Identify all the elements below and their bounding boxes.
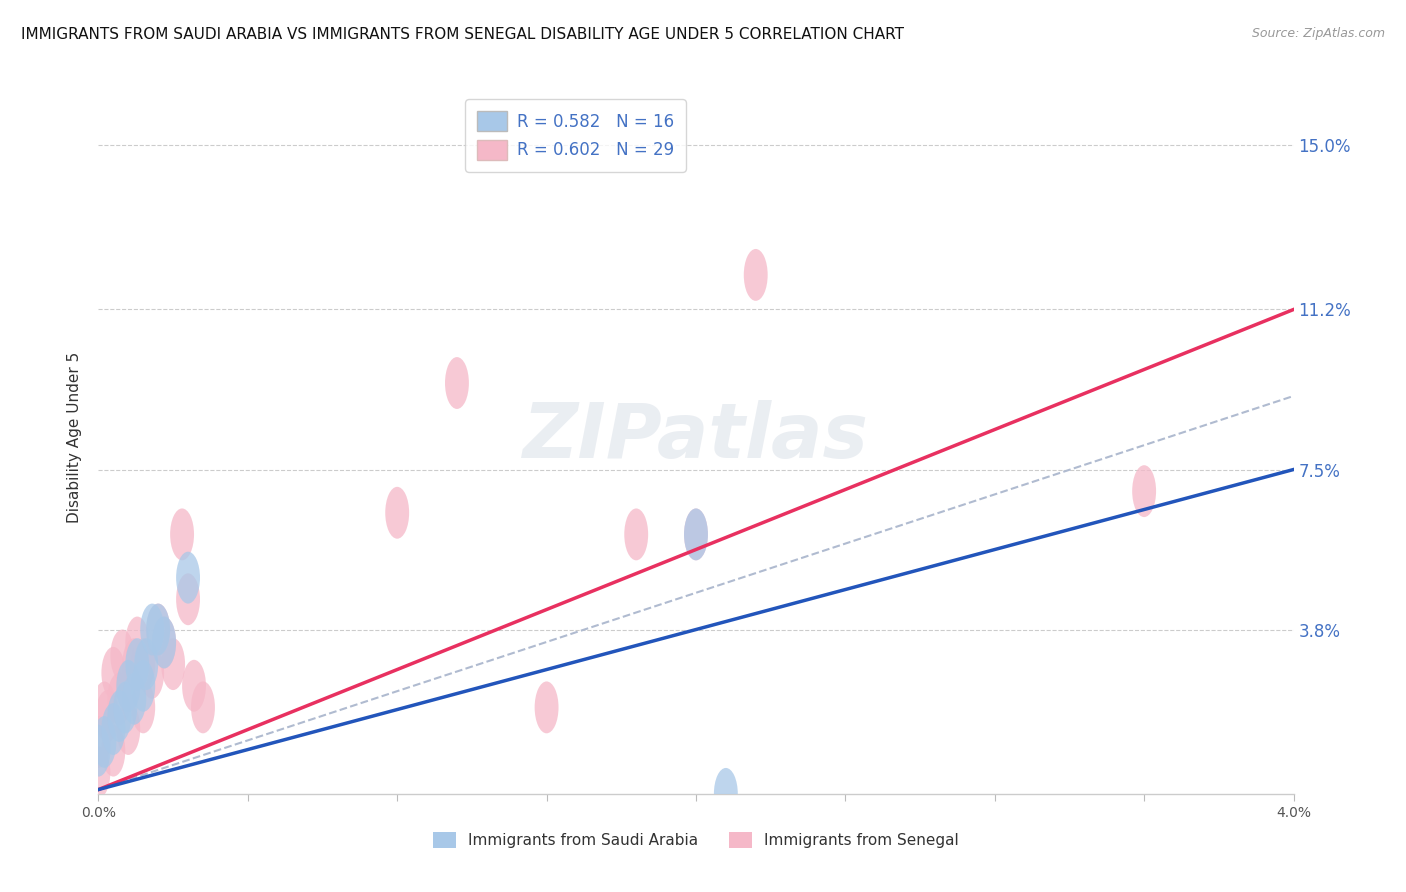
Ellipse shape <box>101 647 125 698</box>
Ellipse shape <box>176 551 200 604</box>
Ellipse shape <box>191 681 215 733</box>
Ellipse shape <box>93 681 117 733</box>
Ellipse shape <box>101 703 125 755</box>
Ellipse shape <box>122 673 146 724</box>
Y-axis label: Disability Age Under 5: Disability Age Under 5 <box>66 351 82 523</box>
Ellipse shape <box>87 724 111 777</box>
Ellipse shape <box>141 647 165 698</box>
Ellipse shape <box>101 724 125 777</box>
Ellipse shape <box>111 630 135 681</box>
Ellipse shape <box>714 768 738 820</box>
Legend: Immigrants from Saudi Arabia, Immigrants from Senegal: Immigrants from Saudi Arabia, Immigrants… <box>427 826 965 854</box>
Ellipse shape <box>744 249 768 301</box>
Ellipse shape <box>122 638 146 690</box>
Ellipse shape <box>87 716 111 768</box>
Ellipse shape <box>385 487 409 539</box>
Ellipse shape <box>107 673 131 724</box>
Ellipse shape <box>125 638 149 690</box>
Ellipse shape <box>146 604 170 656</box>
Ellipse shape <box>117 660 141 712</box>
Ellipse shape <box>1132 466 1156 517</box>
Ellipse shape <box>176 574 200 625</box>
Ellipse shape <box>117 660 141 712</box>
Text: ZIPatlas: ZIPatlas <box>523 401 869 474</box>
Ellipse shape <box>162 638 186 690</box>
Ellipse shape <box>152 616 176 668</box>
Ellipse shape <box>107 690 131 742</box>
Ellipse shape <box>117 703 141 755</box>
Ellipse shape <box>131 638 155 690</box>
Ellipse shape <box>534 681 558 733</box>
Ellipse shape <box>170 508 194 560</box>
Ellipse shape <box>152 616 176 668</box>
Ellipse shape <box>685 508 709 560</box>
Ellipse shape <box>125 616 149 668</box>
Ellipse shape <box>685 508 709 560</box>
Ellipse shape <box>624 508 648 560</box>
Text: IMMIGRANTS FROM SAUDI ARABIA VS IMMIGRANTS FROM SENEGAL DISABILITY AGE UNDER 5 C: IMMIGRANTS FROM SAUDI ARABIA VS IMMIGRAN… <box>21 27 904 42</box>
Ellipse shape <box>93 716 117 768</box>
Text: Source: ZipAtlas.com: Source: ZipAtlas.com <box>1251 27 1385 40</box>
Ellipse shape <box>146 604 170 656</box>
Ellipse shape <box>446 357 470 409</box>
Ellipse shape <box>183 660 207 712</box>
Ellipse shape <box>131 681 155 733</box>
Ellipse shape <box>141 604 165 656</box>
Ellipse shape <box>87 747 111 798</box>
Ellipse shape <box>114 681 138 733</box>
Ellipse shape <box>131 660 155 712</box>
Ellipse shape <box>135 638 159 690</box>
Ellipse shape <box>96 690 120 742</box>
